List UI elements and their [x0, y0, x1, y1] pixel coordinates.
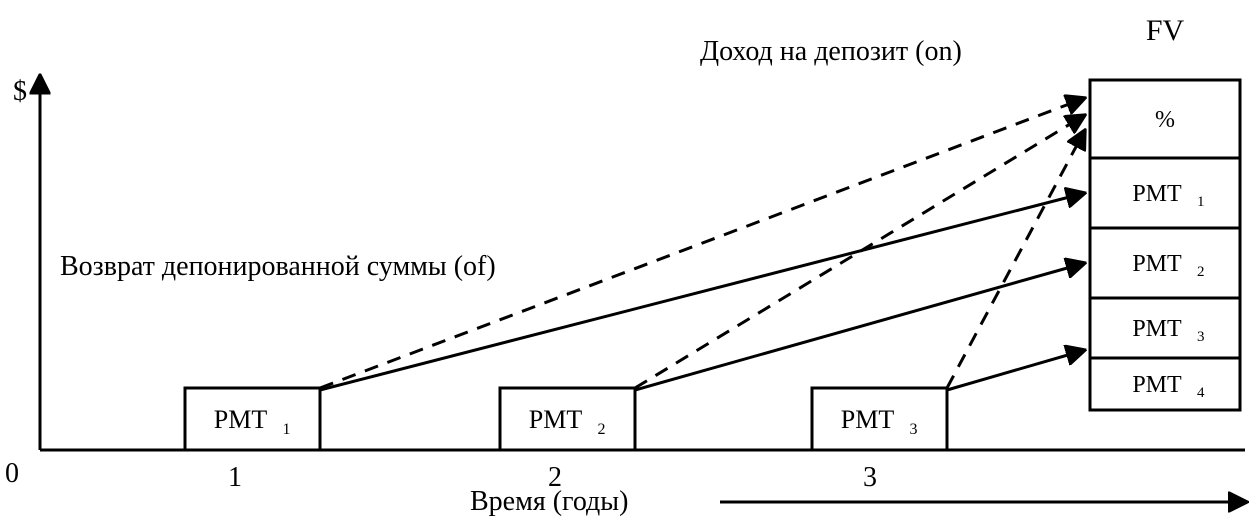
deposit-income-label: Доход на депозит (on)	[700, 36, 962, 67]
fv-cell-label-sub: 4	[1197, 385, 1205, 401]
x-axis-title: Время (годы)	[470, 486, 628, 517]
pmt-label-main: PMT	[529, 405, 583, 434]
return-arrow	[947, 350, 1085, 390]
pmt-label-sub: 2	[598, 421, 606, 438]
x-tick-label: 3	[863, 462, 877, 493]
fv-cell-label-sub: 1	[1197, 194, 1205, 210]
pmt-label-main: PMT	[214, 405, 268, 434]
fv-cell-label-main: %	[1155, 107, 1175, 133]
fv-cell-label-sub: 2	[1197, 264, 1205, 280]
pmt-label-sub: 3	[910, 421, 918, 438]
return-sum-label: Возврат депонированной суммы (of)	[60, 251, 496, 282]
origin-label: 0	[5, 458, 19, 489]
fv-cell-label-main: PMT	[1132, 251, 1182, 277]
pmt-label-main: PMT	[841, 405, 895, 434]
fv-title: FV	[1146, 14, 1185, 47]
fv-cell-label-sub: 3	[1197, 329, 1205, 345]
pmt-label-sub: 1	[283, 421, 291, 438]
fv-cell-label-main: PMT	[1132, 181, 1182, 207]
fv-cell-label-main: PMT	[1132, 372, 1182, 398]
fv-cell-label-main: PMT	[1132, 316, 1182, 342]
return-arrow	[320, 193, 1085, 390]
x-tick-label: 1	[228, 462, 242, 493]
y-axis-label: $	[13, 76, 27, 107]
income-arrow	[947, 130, 1085, 388]
